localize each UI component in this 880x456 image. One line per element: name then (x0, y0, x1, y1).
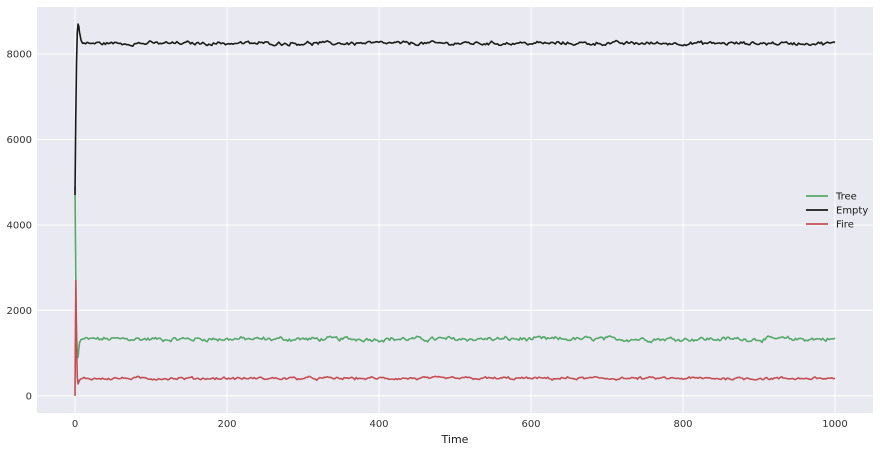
y-tick-label: 0 (26, 391, 32, 402)
y-axis-ticks: 0 2000 4000 6000 8000 (7, 50, 32, 403)
y-tick-label: 4000 (7, 220, 32, 231)
legend: Tree Empty Fire (806, 192, 868, 231)
series-line-empty (74, 23, 836, 196)
gridlines (37, 7, 873, 413)
legend-label-empty: Empty (836, 206, 868, 217)
x-tick-label: 600 (521, 419, 540, 430)
plot-area-background (37, 7, 873, 413)
legend-label-fire: Fire (836, 220, 854, 231)
x-axis-ticks: 0 200 400 600 800 1000 (72, 419, 848, 430)
x-tick-label: 800 (673, 419, 692, 430)
series-line-tree (74, 186, 836, 359)
y-tick-label: 6000 (7, 135, 32, 146)
series-lines (74, 23, 836, 396)
y-tick-label: 2000 (7, 306, 32, 317)
legend-label-tree: Tree (835, 192, 857, 203)
x-tick-label: 1000 (822, 419, 847, 430)
y-tick-label: 8000 (7, 50, 32, 61)
x-tick-label: 200 (217, 419, 236, 430)
series-line-fire (74, 279, 836, 396)
x-tick-label: 0 (72, 419, 78, 430)
x-tick-label: 400 (369, 419, 388, 430)
x-axis-label: Time (441, 433, 469, 446)
